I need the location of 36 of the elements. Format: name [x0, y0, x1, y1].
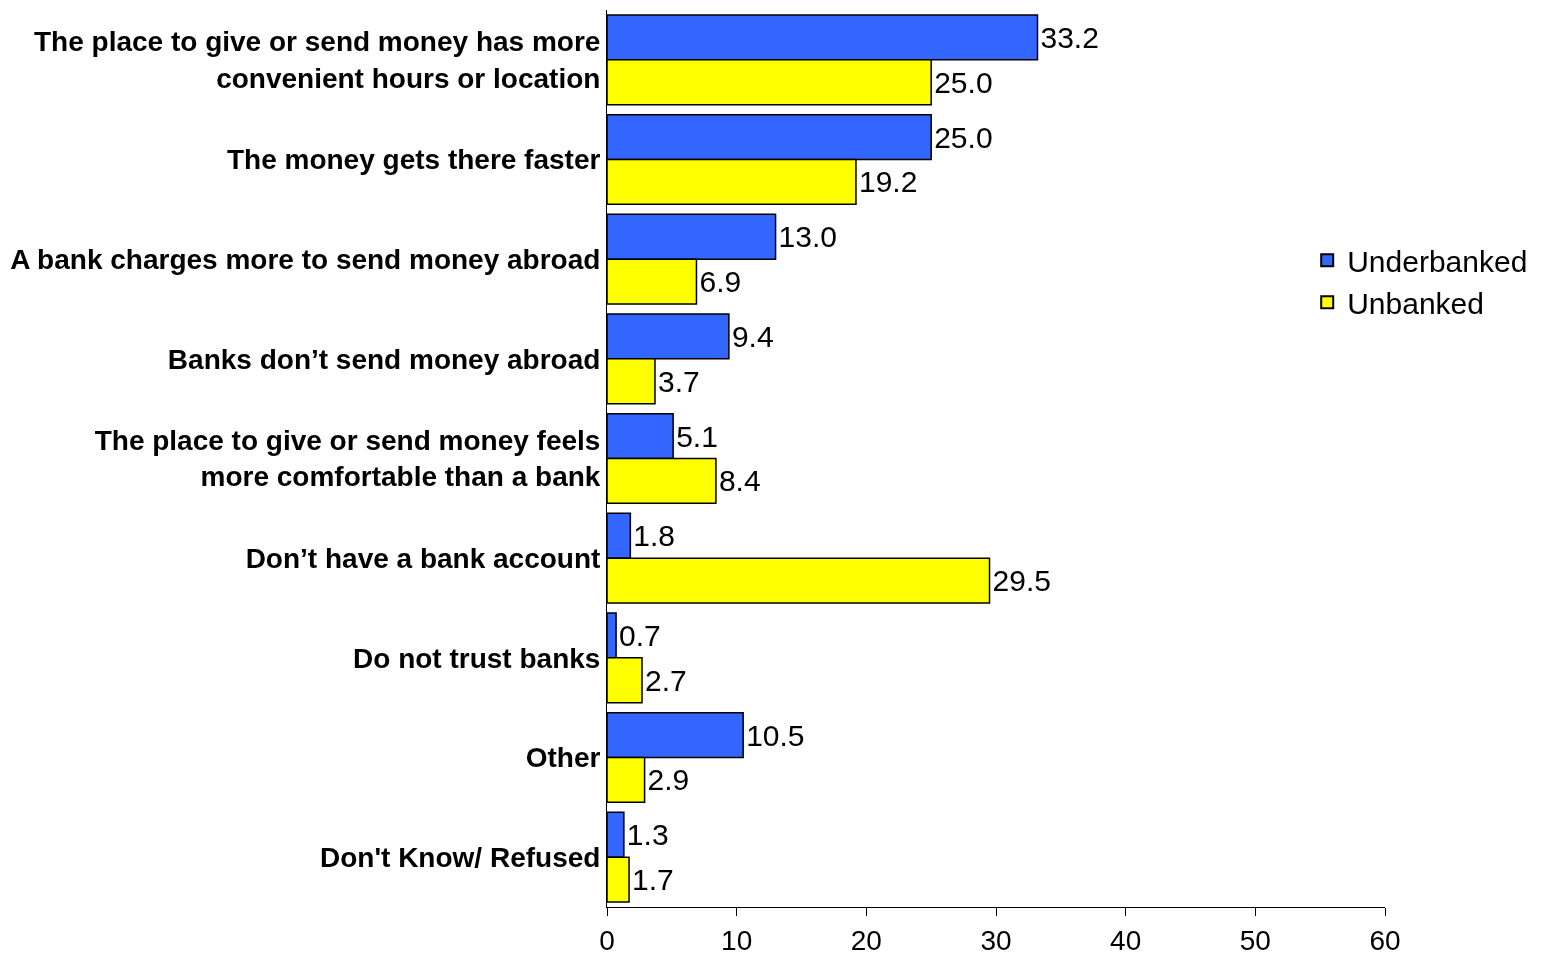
data-label: 6.9 — [699, 265, 742, 299]
x-tick-label: 10 — [721, 924, 753, 956]
x-tick-label: 0 — [599, 924, 615, 956]
legend-label: Underbanked — [1347, 244, 1528, 278]
data-label: 1.8 — [633, 519, 676, 553]
data-label: 33.2 — [1040, 20, 1099, 54]
data-label: 9.4 — [731, 319, 774, 353]
data-label: 0.7 — [619, 618, 661, 652]
legend-label: Unbanked — [1347, 286, 1484, 320]
x-tick-label: 50 — [1239, 924, 1271, 956]
x-tick-label: 60 — [1369, 924, 1401, 956]
y-tick-label: Don't Know/ Refused — [319, 841, 601, 873]
y-tick-label: A bank charges more to send money abroad — [10, 243, 601, 275]
data-label: 25.0 — [934, 65, 993, 99]
data-label: 29.5 — [992, 564, 1051, 598]
data-label: 8.4 — [718, 464, 761, 498]
data-label: 13.0 — [778, 220, 837, 254]
y-tick-label: Banks don’t send money abroad — [167, 343, 601, 375]
data-label: 1.7 — [632, 863, 674, 897]
data-label: 25.0 — [934, 120, 993, 154]
x-tick-label: 30 — [980, 924, 1012, 956]
data-label: 2.9 — [647, 763, 690, 797]
y-tick-label: The place to give or send money feels more comfortable than a bank — [94, 425, 601, 493]
y-tick-label: Don’t have a bank account — [245, 542, 601, 574]
data-label: 1.3 — [626, 818, 669, 852]
y-tick-label: The money gets there faster — [226, 144, 601, 176]
y-tick-label: The place to give or send money has more convenient hours or location — [34, 26, 601, 94]
y-tick-label: Do not trust banks — [353, 642, 601, 674]
x-tick-label: 20 — [850, 924, 882, 956]
data-label: 3.7 — [657, 364, 700, 398]
x-tick-label: 40 — [1110, 924, 1142, 956]
data-label: 5.1 — [676, 419, 718, 453]
y-tick-label: Other — [525, 742, 601, 774]
data-label: 10.5 — [746, 718, 805, 752]
data-label: 2.7 — [645, 663, 687, 697]
data-label: 19.2 — [858, 165, 918, 199]
